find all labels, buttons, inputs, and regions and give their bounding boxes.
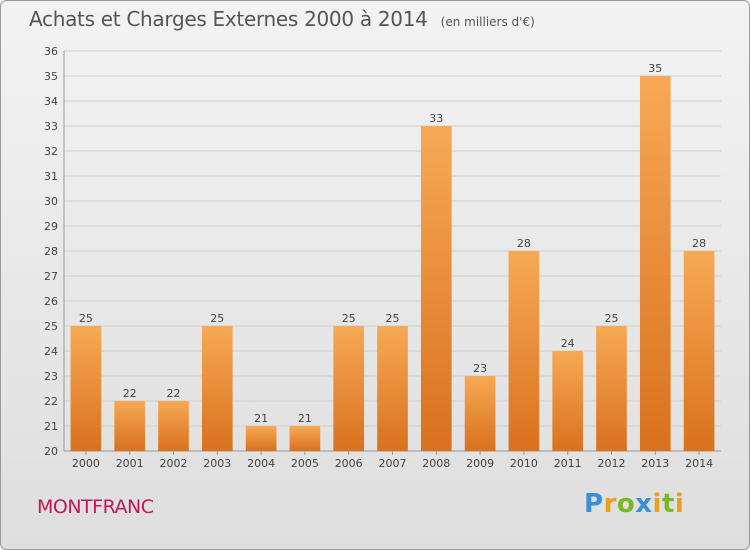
data-label: 25 [79, 312, 93, 325]
y-tick-label: 28 [44, 245, 58, 258]
data-label: 25 [210, 312, 224, 325]
y-tick-label: 29 [44, 220, 58, 233]
y-tick-label: 35 [44, 70, 58, 83]
bar [158, 401, 189, 451]
bar [596, 326, 627, 451]
x-tick-label: 2006 [335, 457, 363, 470]
bars [70, 76, 715, 451]
y-tick-label: 23 [44, 370, 58, 383]
chart-unit: (en milliers d'€) [440, 15, 535, 29]
y-tick-label: 30 [44, 195, 58, 208]
x-tick-label: 2010 [510, 457, 538, 470]
logo-letter: o [616, 489, 636, 519]
data-label: 25 [342, 312, 356, 325]
data-label: 21 [254, 412, 268, 425]
x-tick-label: 2014 [685, 457, 713, 470]
y-tick-label: 27 [44, 270, 58, 283]
logo-letter: P [584, 489, 604, 519]
y-tick-label: 24 [44, 345, 58, 358]
bar [420, 126, 452, 451]
data-label: 21 [298, 412, 312, 425]
logo-letter: t [661, 489, 675, 519]
x-tick-label: 2012 [598, 457, 626, 470]
data-label: 22 [123, 387, 137, 400]
bar [201, 326, 233, 451]
data-label: 28 [692, 237, 706, 250]
y-tick-label: 36 [44, 45, 58, 58]
data-label: 35 [648, 62, 662, 75]
x-tick-label: 2003 [203, 457, 231, 470]
data-label: 25 [386, 312, 400, 325]
y-tick-label: 33 [44, 120, 58, 133]
logo-letter: r [603, 489, 617, 519]
logo-letter: i [674, 489, 685, 519]
bar [639, 76, 671, 451]
x-tick-label: 2002 [160, 457, 188, 470]
bar [333, 326, 365, 451]
data-label: 23 [473, 362, 487, 375]
logo-letter: i [652, 489, 662, 519]
data-label: 28 [517, 237, 531, 250]
chart-title: Achats et Charges Externes 2000 à 2014 [29, 7, 428, 31]
data-label: 24 [561, 337, 575, 350]
y-tick-label: 21 [44, 420, 58, 433]
y-tick-label: 20 [44, 445, 58, 458]
x-tick-label: 2013 [641, 457, 669, 470]
x-tick-label: 2000 [72, 457, 100, 470]
x-tick-label: 2005 [291, 457, 319, 470]
y-tick-label: 26 [44, 295, 58, 308]
chart-title-block: Achats et Charges Externes 2000 à 2014 (… [29, 7, 535, 31]
bar [552, 351, 584, 451]
bar [683, 251, 715, 451]
bar [377, 326, 408, 451]
commune-name: MONTFRANC [37, 496, 154, 518]
data-label: 22 [167, 387, 181, 400]
y-tick-label: 32 [44, 145, 58, 158]
x-tick-label: 2007 [379, 457, 407, 470]
bar [464, 376, 496, 451]
x-tick-label: 2009 [466, 457, 494, 470]
labels: 20 21 22 23 24 25 26 27 28 29 30 31 32 33 34 35 36 25 2000… [44, 45, 713, 470]
y-tick-label: 34 [44, 95, 58, 108]
y-tick-label: 22 [44, 395, 58, 408]
x-tick-label: 2011 [554, 457, 582, 470]
logo-letter: x [635, 489, 653, 519]
x-tick-label: 2001 [116, 457, 144, 470]
bar [245, 426, 277, 451]
y-tick-label: 25 [44, 320, 58, 333]
bar [289, 426, 321, 451]
bar [114, 401, 146, 451]
x-tick-label: 2008 [422, 457, 450, 470]
bar [508, 251, 540, 451]
x-tick-label: 2004 [247, 457, 275, 470]
data-label: 33 [429, 112, 443, 125]
bar [70, 326, 102, 451]
proxiti-logo: Proxiti [584, 489, 684, 519]
y-tick-label: 31 [44, 170, 58, 183]
data-label: 25 [605, 312, 619, 325]
